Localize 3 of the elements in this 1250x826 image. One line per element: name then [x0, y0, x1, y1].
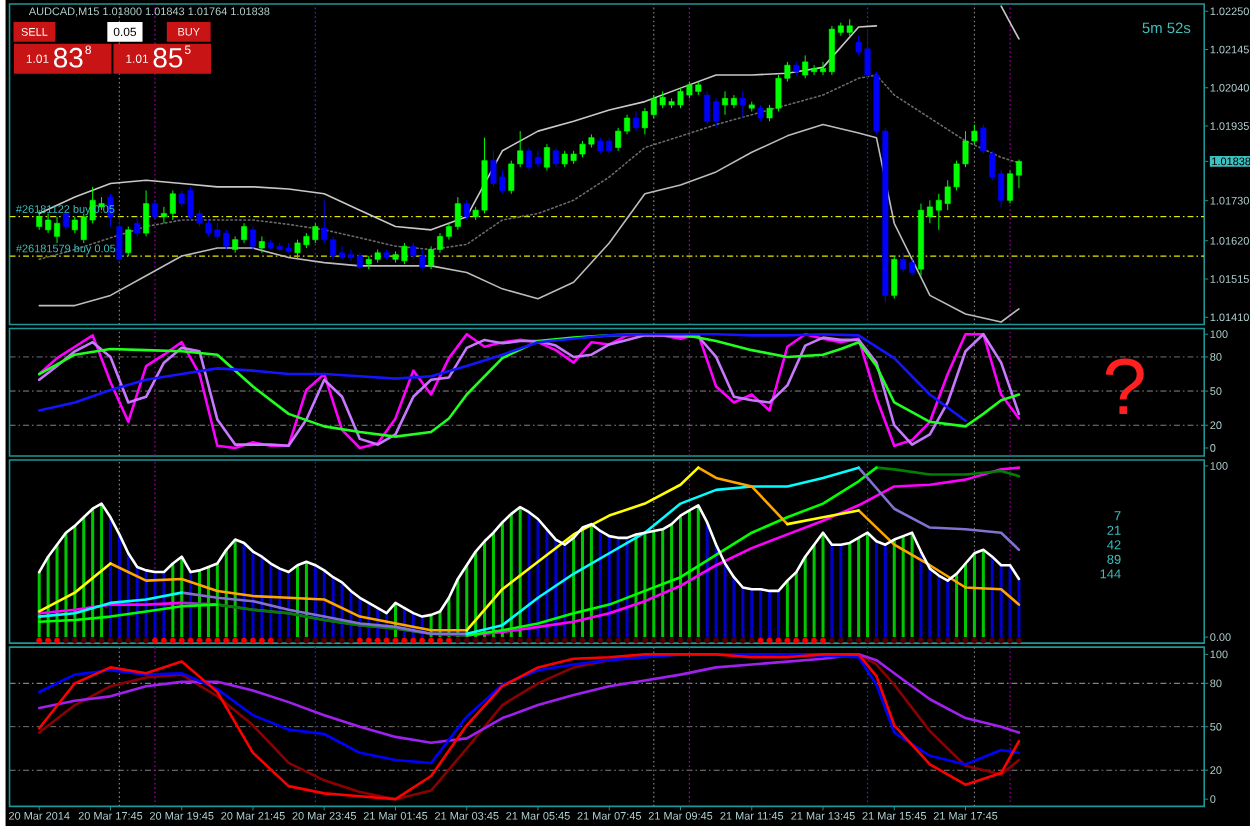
annotation: 85	[153, 47, 183, 68]
annotation: 83	[53, 47, 83, 68]
annotation: ?	[1105, 358, 1144, 414]
